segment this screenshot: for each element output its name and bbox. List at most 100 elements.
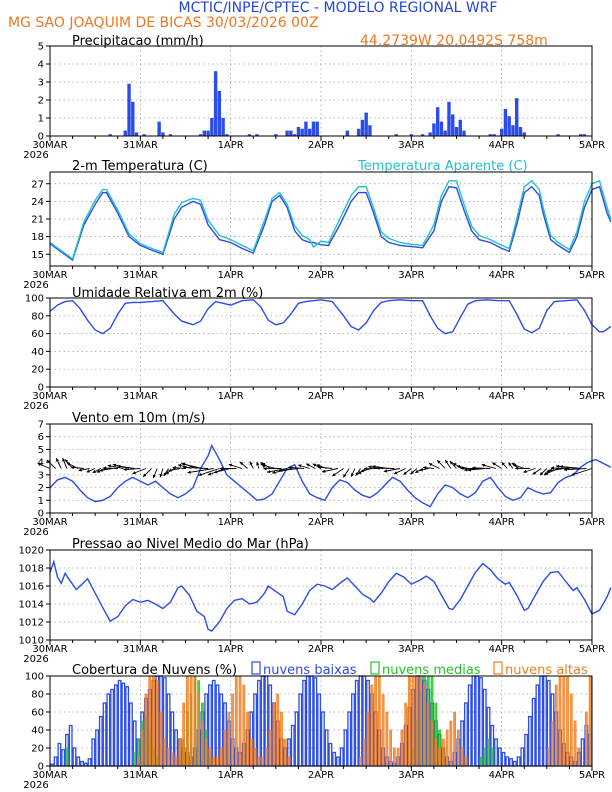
- cloud-bar-nuvens-altas: [227, 711, 231, 767]
- cloud-bar-nuvens-baixas: [467, 684, 472, 767]
- panel-title: Precipitacao (mm/h): [72, 34, 204, 49]
- wind-arrowhead: [65, 459, 69, 463]
- wind-arrow: [266, 468, 288, 473]
- wind-arrowhead: [71, 465, 75, 470]
- cloud-bar-nuvens-altas: [408, 675, 411, 767]
- y-tick-label: 4: [38, 60, 44, 71]
- cloud-bar-nuvens-altas: [238, 675, 242, 767]
- wind-arrowhead: [539, 471, 544, 476]
- legend-apparent-temperature: Temperatura Aparente (C): [357, 159, 528, 174]
- precip-bar: [161, 132, 165, 136]
- y-tick-label: 40: [31, 347, 44, 358]
- x-tick-label: 4APR: [489, 391, 515, 402]
- x-year-label: 2026: [23, 401, 48, 412]
- wind-arrowhead: [102, 466, 106, 470]
- cloud-bar-nuvens-baixas: [336, 756, 340, 767]
- precip-bar: [123, 130, 127, 136]
- precip-bar: [447, 101, 451, 136]
- y-tick-label: 2: [38, 483, 44, 494]
- cloud-bar-nuvens-medias: [490, 747, 494, 767]
- wind-arrow: [563, 468, 587, 471]
- cloud-bar-nuvens-altas: [400, 729, 404, 767]
- cloud-bar-nuvens-baixas: [539, 675, 544, 767]
- precip-bar: [503, 109, 508, 136]
- x-tick-label: 5APR: [579, 140, 605, 151]
- cloud-bar-nuvens-altas: [189, 675, 193, 767]
- wind-arrowhead: [419, 468, 423, 472]
- precip-bar: [368, 125, 372, 136]
- wind-arrowhead: [355, 472, 359, 476]
- precip-bar: [311, 121, 316, 136]
- cloud-bar-nuvens-baixas: [76, 756, 81, 767]
- x-tick-label: 3APR: [398, 140, 424, 151]
- precip-bar: [507, 116, 511, 136]
- cloud-bar-nuvens-baixas: [61, 749, 66, 767]
- cloud-bar-nuvens-altas: [411, 675, 415, 767]
- wind-arrowhead: [262, 462, 266, 466]
- legend-label: nuvens baixas: [263, 663, 357, 678]
- cloud-bar-nuvens-altas: [140, 729, 144, 767]
- y-tick-label: 3: [38, 470, 44, 481]
- panel-temperature: 2-m Temperatura (C) Temperatura Aparente…: [23, 159, 612, 291]
- precip-bar: [439, 121, 444, 136]
- cloud-bar-nuvens-altas: [159, 711, 163, 767]
- y-tick-label: 6: [38, 432, 44, 443]
- y-tick-label: 0: [38, 383, 44, 394]
- precip-bar: [451, 114, 455, 136]
- panel-title: Pressao ao Nivel Medio do Mar (hPa): [72, 537, 309, 552]
- precip-bar: [345, 130, 350, 136]
- cloud-bar-nuvens-baixas: [302, 679, 306, 767]
- series-line-Temperatura-Aparente: [49, 179, 612, 261]
- y-tick-label: 0: [38, 132, 44, 143]
- precip-bar: [300, 128, 304, 136]
- wind-arrowhead: [228, 463, 233, 467]
- wind-arrowhead: [168, 468, 172, 472]
- x-tick-label: 30MAR: [32, 517, 67, 528]
- y-tick-label: 2: [38, 96, 44, 107]
- precip-bar: [247, 134, 252, 136]
- cloud-bar-nuvens-altas: [566, 675, 569, 767]
- wind-arrowhead: [62, 458, 66, 462]
- wind-arrowhead: [132, 471, 136, 475]
- precip-bar: [556, 134, 560, 136]
- wind-arrowhead: [187, 470, 191, 474]
- wind-arrow: [279, 468, 299, 472]
- cloud-bar-nuvens-baixas: [53, 756, 58, 767]
- y-tick-label: 1: [38, 496, 44, 507]
- cloud-bar-nuvens-altas: [216, 756, 219, 767]
- wind-arrowhead: [532, 471, 537, 475]
- wind-arrowhead: [559, 465, 563, 469]
- x-year-label: 2026: [23, 527, 48, 538]
- y-tick-label: 1016: [19, 582, 44, 593]
- wind-arrowhead: [368, 465, 372, 469]
- precip-bar: [432, 123, 436, 136]
- x-tick-label: 30MAR: [32, 770, 67, 781]
- cloud-bar-nuvens-altas: [163, 738, 167, 767]
- wind-arrow: [559, 465, 581, 469]
- y-tick-label: 24: [31, 197, 44, 208]
- wind-arrowhead: [117, 464, 121, 468]
- cloud-bar-nuvens-altas: [381, 693, 385, 767]
- wind-arrowhead: [78, 468, 82, 472]
- cloud-bar-nuvens-altas: [253, 747, 257, 767]
- cloud-bar-nuvens-baixas: [298, 693, 303, 767]
- wind-arrowhead: [262, 464, 266, 468]
- precip-bar: [202, 130, 207, 136]
- cloud-bar-nuvens-baixas: [95, 729, 99, 767]
- cloud-bar-nuvens-altas: [234, 675, 238, 767]
- wind-arrowhead: [99, 468, 103, 472]
- wind-arrowhead: [515, 466, 519, 470]
- precip-bar: [409, 134, 414, 136]
- x-tick-label: 31MAR: [123, 391, 158, 402]
- cloud-bar-nuvens-altas: [265, 747, 268, 767]
- panel-precipitation: Precipitacao (mm/h) 0 1 2 3 4 5 30MAR 31MAR 1APR…: [23, 34, 605, 161]
- precip-bar: [360, 119, 365, 136]
- wind-arrowhead: [183, 465, 187, 470]
- wind-arrowhead: [159, 473, 163, 478]
- cloud-bar-nuvens-altas: [249, 738, 253, 767]
- cloud-bar-nuvens-altas: [554, 684, 558, 767]
- wind-arrowhead: [279, 468, 283, 472]
- cloud-bar-nuvens-baixas: [543, 675, 547, 767]
